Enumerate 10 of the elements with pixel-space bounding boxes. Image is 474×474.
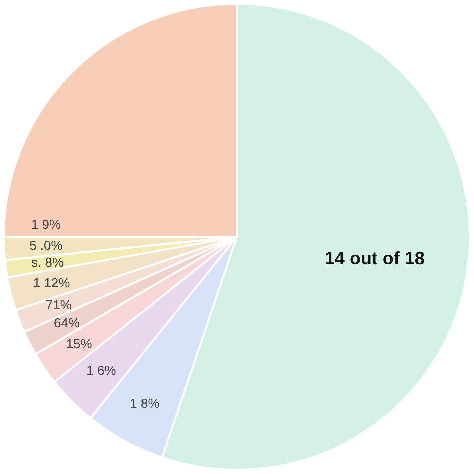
text: 1 8% — [130, 396, 160, 411]
text: 64% — [54, 316, 80, 331]
text: 14 out of 18 — [324, 248, 425, 268]
text: 5 .0% — [30, 238, 64, 254]
text: 1 6% — [86, 363, 117, 378]
text: 1 9% — [31, 216, 62, 232]
text: 71% — [46, 298, 72, 313]
text: s. 8% — [32, 254, 64, 270]
text: 15% — [66, 336, 93, 352]
text: 1 12% — [33, 275, 71, 290]
